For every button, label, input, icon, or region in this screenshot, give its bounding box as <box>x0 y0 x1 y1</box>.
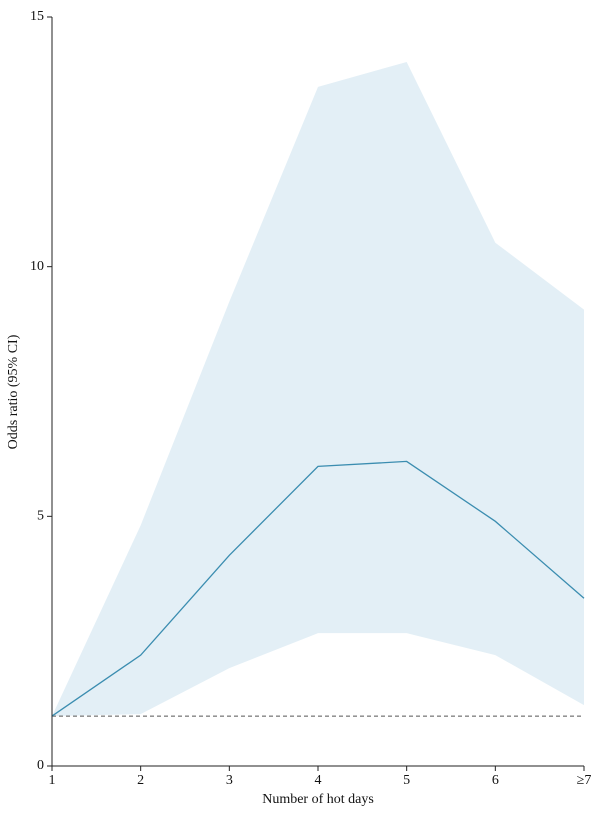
ci-band <box>52 61 584 717</box>
x-tick-label: 1 <box>49 773 56 788</box>
x-tick-label: 6 <box>492 773 499 788</box>
x-tick-label: 5 <box>403 773 410 788</box>
y-tick-label: 5 <box>37 509 44 524</box>
y-tick-label: 10 <box>30 259 44 274</box>
x-tick-label: ≥7 <box>577 773 592 788</box>
odds-ratio-line <box>51 460 585 717</box>
y-tick-label: 15 <box>30 9 44 24</box>
x-tick-label: 3 <box>226 773 233 788</box>
x-tick-label: 2 <box>137 773 144 788</box>
y-tick-label: 0 <box>37 758 44 773</box>
x-axis-label: Number of hot days <box>262 792 374 807</box>
x-tick-label: 4 <box>315 773 322 788</box>
y-axis-label: Odds ratio (95% CI) <box>6 334 21 449</box>
